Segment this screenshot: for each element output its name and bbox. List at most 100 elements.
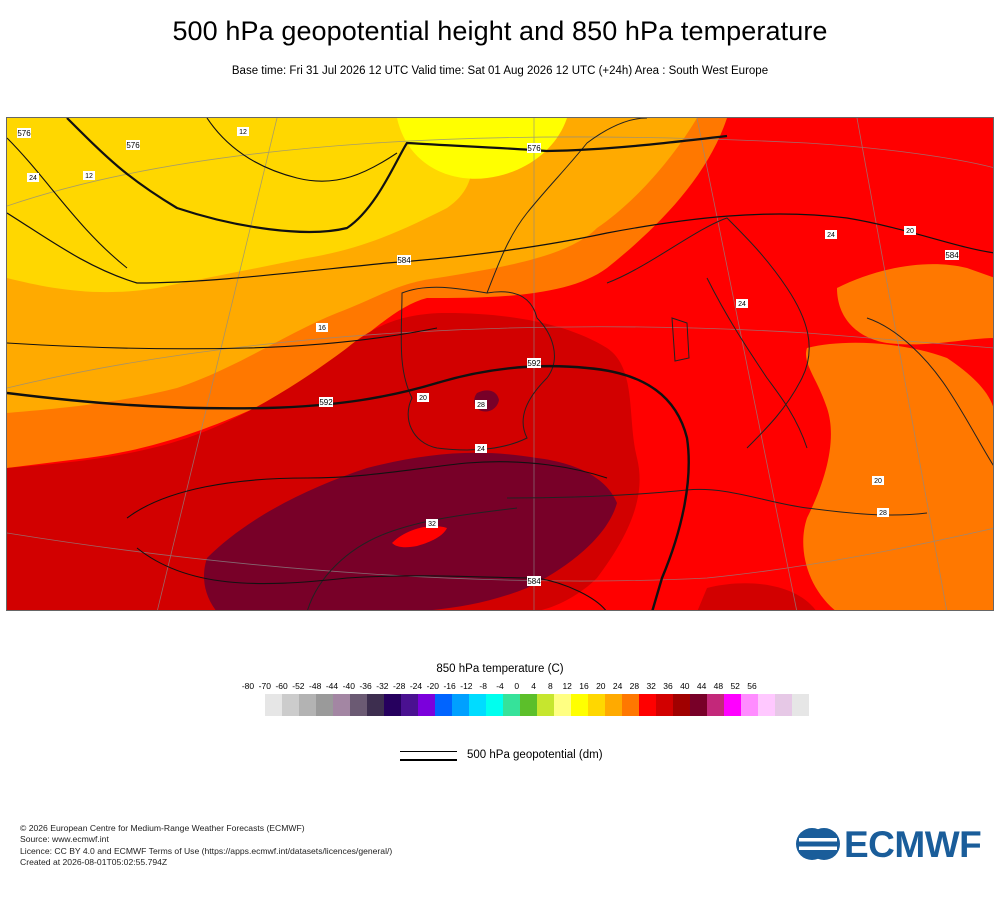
colorbar-tick-label: -70 — [258, 681, 271, 691]
colorbar-swatch — [741, 694, 758, 716]
contour-label: 592 — [319, 397, 333, 407]
contour-label: 584 — [527, 576, 541, 586]
svg-text:24: 24 — [477, 446, 485, 453]
temperature-band-8 — [397, 118, 567, 179]
temperature-label: 32 — [426, 519, 438, 528]
colorbar-swatch — [265, 694, 282, 716]
temperature-band-12 — [7, 118, 473, 293]
svg-text:28: 28 — [477, 402, 485, 409]
temperature-label: 20 — [904, 226, 916, 235]
colorbar-tick-label: -8 — [479, 681, 487, 691]
svg-text:28: 28 — [879, 510, 887, 517]
contour-label: 576 — [527, 143, 541, 153]
colorbar-swatch — [639, 694, 656, 716]
colorbar-swatch — [571, 694, 588, 716]
colorbar-tick-label: -12 — [460, 681, 473, 691]
colorbar-swatch — [350, 694, 367, 716]
colorbar-tick-label: -36 — [359, 681, 372, 691]
colorbar-swatch — [486, 694, 503, 716]
footer-credits: © 2026 European Centre for Medium-Range … — [20, 823, 392, 868]
svg-text:20: 20 — [874, 478, 882, 485]
colorbar-swatch — [435, 694, 452, 716]
ecmwf-emblem-icon — [796, 828, 840, 860]
licence-line: Licence: CC BY 4.0 and ECMWF Terms of Us… — [20, 845, 393, 856]
svg-text:576: 576 — [527, 144, 541, 153]
colorbar-tick-label: -16 — [443, 681, 456, 691]
created-line: Created at 2026-08-01T05:02:55.794Z — [20, 856, 168, 867]
geopotential-contours — [7, 118, 993, 610]
contour-label: 584 — [397, 255, 411, 265]
colorbar-tick-label: -32 — [376, 681, 389, 691]
colorbar-swatch — [554, 694, 571, 716]
temperature-band-20-east — [803, 342, 993, 610]
contour-label: 576 — [17, 128, 31, 138]
svg-text:12: 12 — [85, 173, 93, 180]
ecmwf-wordmark: ECMWF — [844, 824, 982, 865]
temperature-colorbar — [265, 694, 809, 716]
temperature-label: 12 — [237, 127, 249, 136]
temperature-cell-24 — [392, 526, 447, 548]
temperature-label: 24 — [27, 173, 39, 182]
temperature-label: 28 — [475, 400, 487, 409]
colorbar-tick-label: -24 — [409, 681, 423, 691]
temperature-label: 16 — [316, 323, 328, 332]
contour-label: 576 — [126, 140, 140, 150]
colorbar-swatch — [775, 694, 792, 716]
contour-588 — [7, 327, 438, 350]
legend-line-thick — [400, 759, 457, 761]
contour-label: 592 — [527, 358, 541, 368]
colorbar-tick-label: 16 — [579, 681, 589, 691]
colorbar-tick-label: 32 — [646, 681, 656, 691]
colorbar-tick-label: -80 — [241, 681, 255, 691]
colorbar-swatch — [401, 694, 418, 716]
svg-text:16: 16 — [318, 325, 326, 332]
temperature-band-20-north — [837, 264, 993, 345]
colorbar-swatch — [452, 694, 469, 716]
colorbar-swatch — [588, 694, 605, 716]
temperature-label: 24 — [475, 444, 487, 453]
contour-584 — [7, 212, 993, 284]
contour-568 — [206, 118, 398, 182]
colorbar-swatch — [792, 694, 809, 716]
legend-line-thin — [400, 751, 457, 752]
colorbar-swatch — [333, 694, 350, 716]
svg-text:576: 576 — [17, 129, 31, 138]
geopotential-legend-label: 500 hPa geopotential (dm) — [467, 749, 603, 761]
colorbar-swatch — [605, 694, 622, 716]
copyright-line: © 2026 European Centre for Medium-Range … — [20, 823, 305, 833]
colorbar-tick-label: 40 — [680, 681, 690, 691]
colorbar-tick-label: -60 — [275, 681, 288, 691]
contour-576 — [66, 118, 728, 234]
colorbar-swatch — [537, 694, 554, 716]
svg-text:592: 592 — [319, 398, 333, 407]
colorbar-swatch — [282, 694, 299, 716]
colorbar-title: 850 hPa temperature (C) — [436, 663, 564, 675]
temperature-band-28-south — [697, 583, 816, 610]
colorbar-tick-label: -20 — [426, 681, 439, 691]
colorbar-swatch — [758, 694, 775, 716]
temperature-label: 20 — [417, 393, 429, 402]
colorbar-tick-label: 56 — [747, 681, 757, 691]
temperature-label: 28 — [877, 508, 889, 517]
svg-text:20: 20 — [906, 228, 914, 235]
colorbar-tick-label: 52 — [730, 681, 740, 691]
colorbar-swatch — [469, 694, 486, 716]
svg-text:20: 20 — [419, 395, 427, 402]
svg-text:584: 584 — [397, 256, 411, 265]
svg-text:24: 24 — [827, 232, 835, 239]
colorbar-tick-label: 12 — [562, 681, 572, 691]
source-line: Source: www.ecmwf.int — [20, 834, 109, 845]
colorbar-tick-label: 0 — [514, 681, 520, 691]
colorbar-tick-label: -48 — [309, 681, 322, 691]
svg-text:12: 12 — [239, 129, 247, 136]
weather-map: 576 576 584 592 592 584 576 584 12 12 16… — [6, 117, 994, 611]
temperature-label: 20 — [872, 476, 884, 485]
chart-subtitle: Base time: Fri 31 Jul 2026 12 UTC Valid … — [231, 65, 769, 77]
colorbar-swatch — [418, 694, 435, 716]
colorbar-tick-label: 48 — [713, 681, 724, 691]
colorbar-swatch — [367, 694, 384, 716]
contour-label: 584 — [945, 250, 959, 260]
contour-572 — [7, 137, 128, 269]
colorbar-swatch — [690, 694, 707, 716]
svg-text:592: 592 — [527, 359, 541, 368]
